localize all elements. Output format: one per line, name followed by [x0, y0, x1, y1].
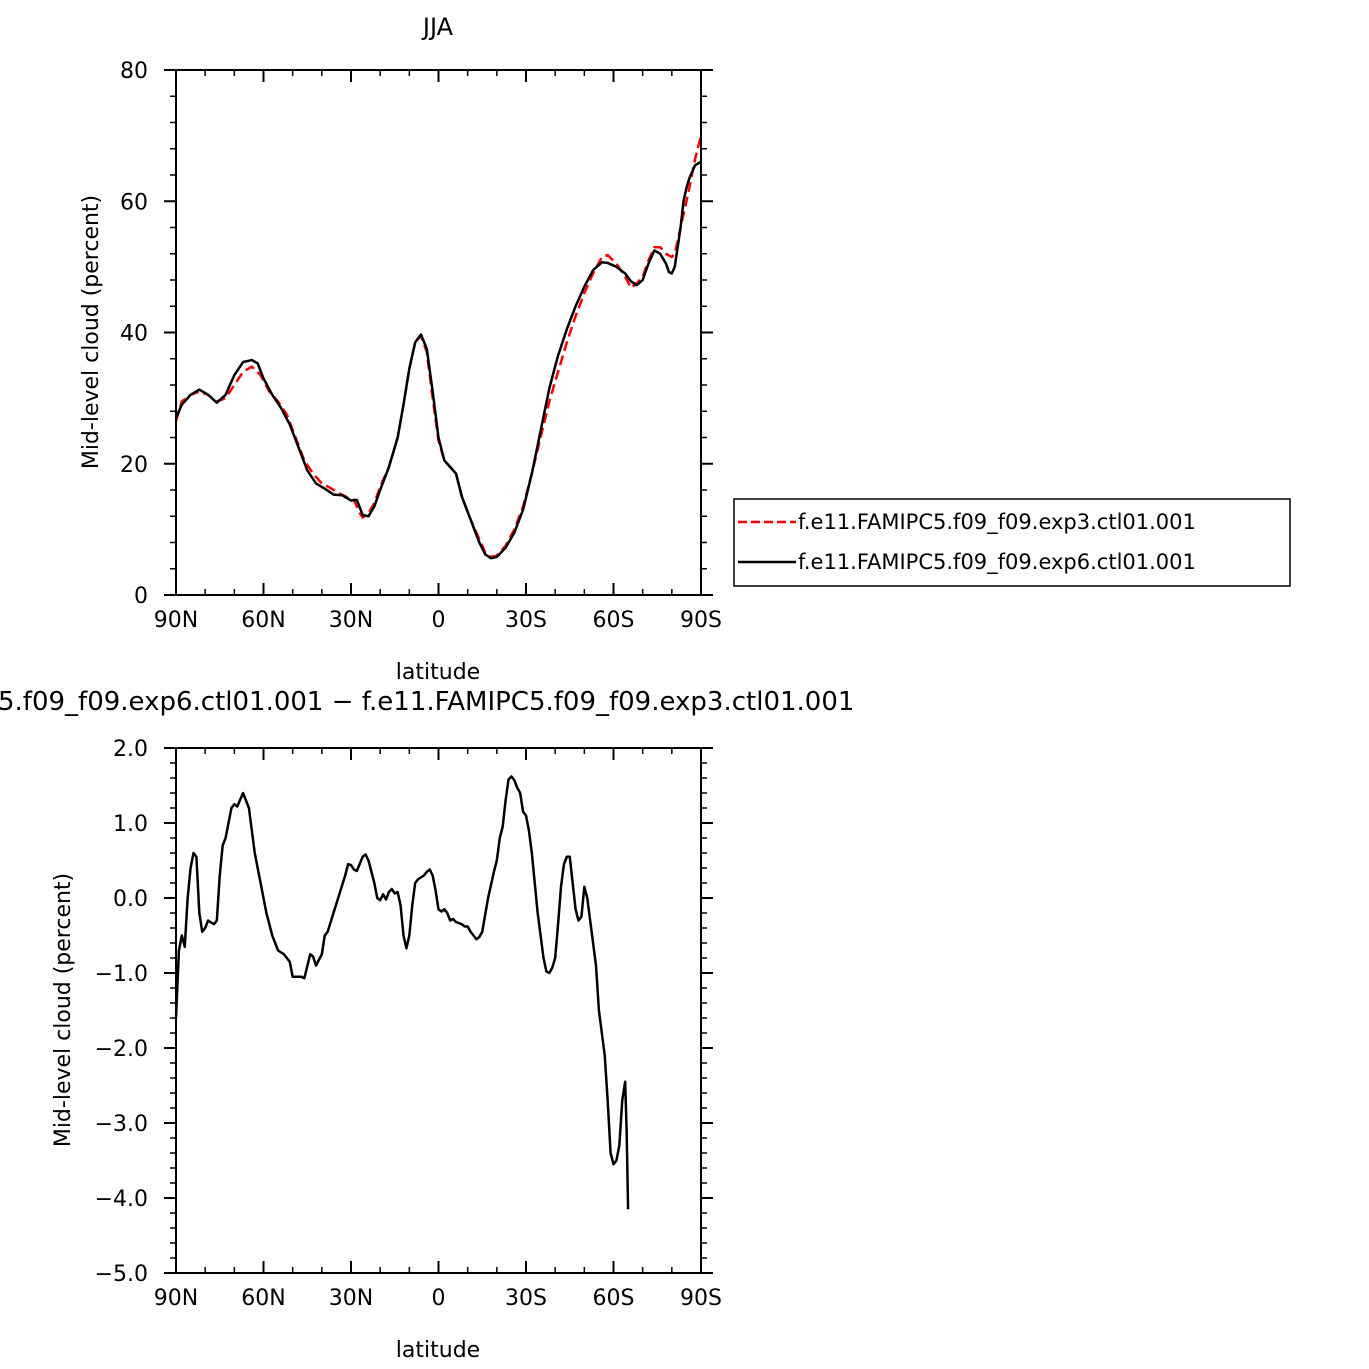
legend-label-exp6: f.e11.FAMIPC5.f09_f09.exp6.ctl01.001 [798, 550, 1196, 575]
top-x-tick-label: 60S [593, 608, 635, 633]
bot-y-tick-label: −3.0 [95, 1112, 148, 1137]
top-chart-y-tick-labels: 0 20 40 60 80 [120, 59, 148, 609]
top-chart-y-axis-label: Mid-level cloud (percent) [79, 195, 104, 469]
bot-x-tick-label: 0 [432, 1286, 446, 1311]
top-y-tick-label: 0 [134, 584, 148, 609]
bot-y-tick-label: 2.0 [113, 737, 148, 762]
bot-x-tick-label: 30N [329, 1286, 373, 1311]
top-chart-x-axis-label: latitude [396, 660, 480, 685]
top-chart-x-tick-labels: 90N 60N 30N 0 30S 60S 90S [154, 608, 722, 633]
bottom-chart-y-tick-labels: 2.0 1.0 0.0 −1.0 −2.0 −3.0 −4.0 −5.0 [95, 737, 148, 1287]
top-x-tick-label: 30S [505, 608, 547, 633]
top-chart-title: JJA [421, 13, 454, 41]
top-x-tick-label: 90S [680, 608, 722, 633]
top-chart-ticks [164, 69, 713, 596]
bot-x-tick-label: 60S [593, 1286, 635, 1311]
bot-x-tick-label: 30S [505, 1286, 547, 1311]
top-y-tick-label: 60 [120, 190, 148, 215]
legend-box [733, 498, 1291, 587]
bottom-chart-frame [175, 747, 702, 1274]
top-y-tick-label: 20 [120, 453, 148, 478]
top-chart-series [174, 135, 703, 560]
bottom-chart-y-axis-label: Mid-level cloud (percent) [51, 873, 76, 1147]
top-chart: JJA 90N 60N 30N 0 30S 60S 90S 0 20 40 60 80 latitu… [79, 13, 1291, 685]
bottom-chart-ticks [164, 747, 713, 1274]
bot-x-tick-label: 90N [154, 1286, 198, 1311]
bot-y-tick-label: 0.0 [113, 887, 148, 912]
top-x-tick-label: 30N [329, 608, 373, 633]
bot-x-tick-label: 90S [680, 1286, 722, 1311]
bottom-chart: 5.f09_f09.exp6.ctl01.001 − f.e11.FAMIPC5… [0, 687, 854, 1363]
top-x-tick-label: 0 [432, 608, 446, 633]
top-x-tick-label: 60N [241, 608, 285, 633]
legend-label-exp3: f.e11.FAMIPC5.f09_f09.exp3.ctl01.001 [798, 510, 1196, 535]
top-y-tick-label: 40 [120, 322, 148, 347]
bottom-chart-series [174, 775, 630, 1210]
bot-x-tick-label: 60N [241, 1286, 285, 1311]
bot-y-tick-label: −5.0 [95, 1262, 148, 1287]
bot-y-tick-label: −4.0 [95, 1187, 148, 1212]
bot-y-tick-label: 1.0 [113, 812, 148, 837]
bottom-chart-title: 5.f09_f09.exp6.ctl01.001 − f.e11.FAMIPC5… [0, 687, 854, 717]
top-chart-frame [175, 69, 702, 596]
top-y-tick-label: 80 [120, 59, 148, 84]
top-series-line-0 [174, 135, 703, 559]
top-chart-legend: f.e11.FAMIPC5.f09_f09.exp3.ctl01.001 f.e… [733, 498, 1291, 587]
bottom-chart-x-tick-labels: 90N 60N 30N 0 30S 60S 90S [154, 1286, 722, 1311]
bot-y-tick-label: −2.0 [95, 1037, 148, 1062]
top-x-tick-label: 90N [154, 608, 198, 633]
bot-y-tick-label: −1.0 [95, 962, 148, 987]
bottom-chart-x-axis-label: latitude [396, 1338, 480, 1363]
bot-series-line-0 [174, 775, 630, 1210]
top-series-line-1 [174, 160, 702, 560]
